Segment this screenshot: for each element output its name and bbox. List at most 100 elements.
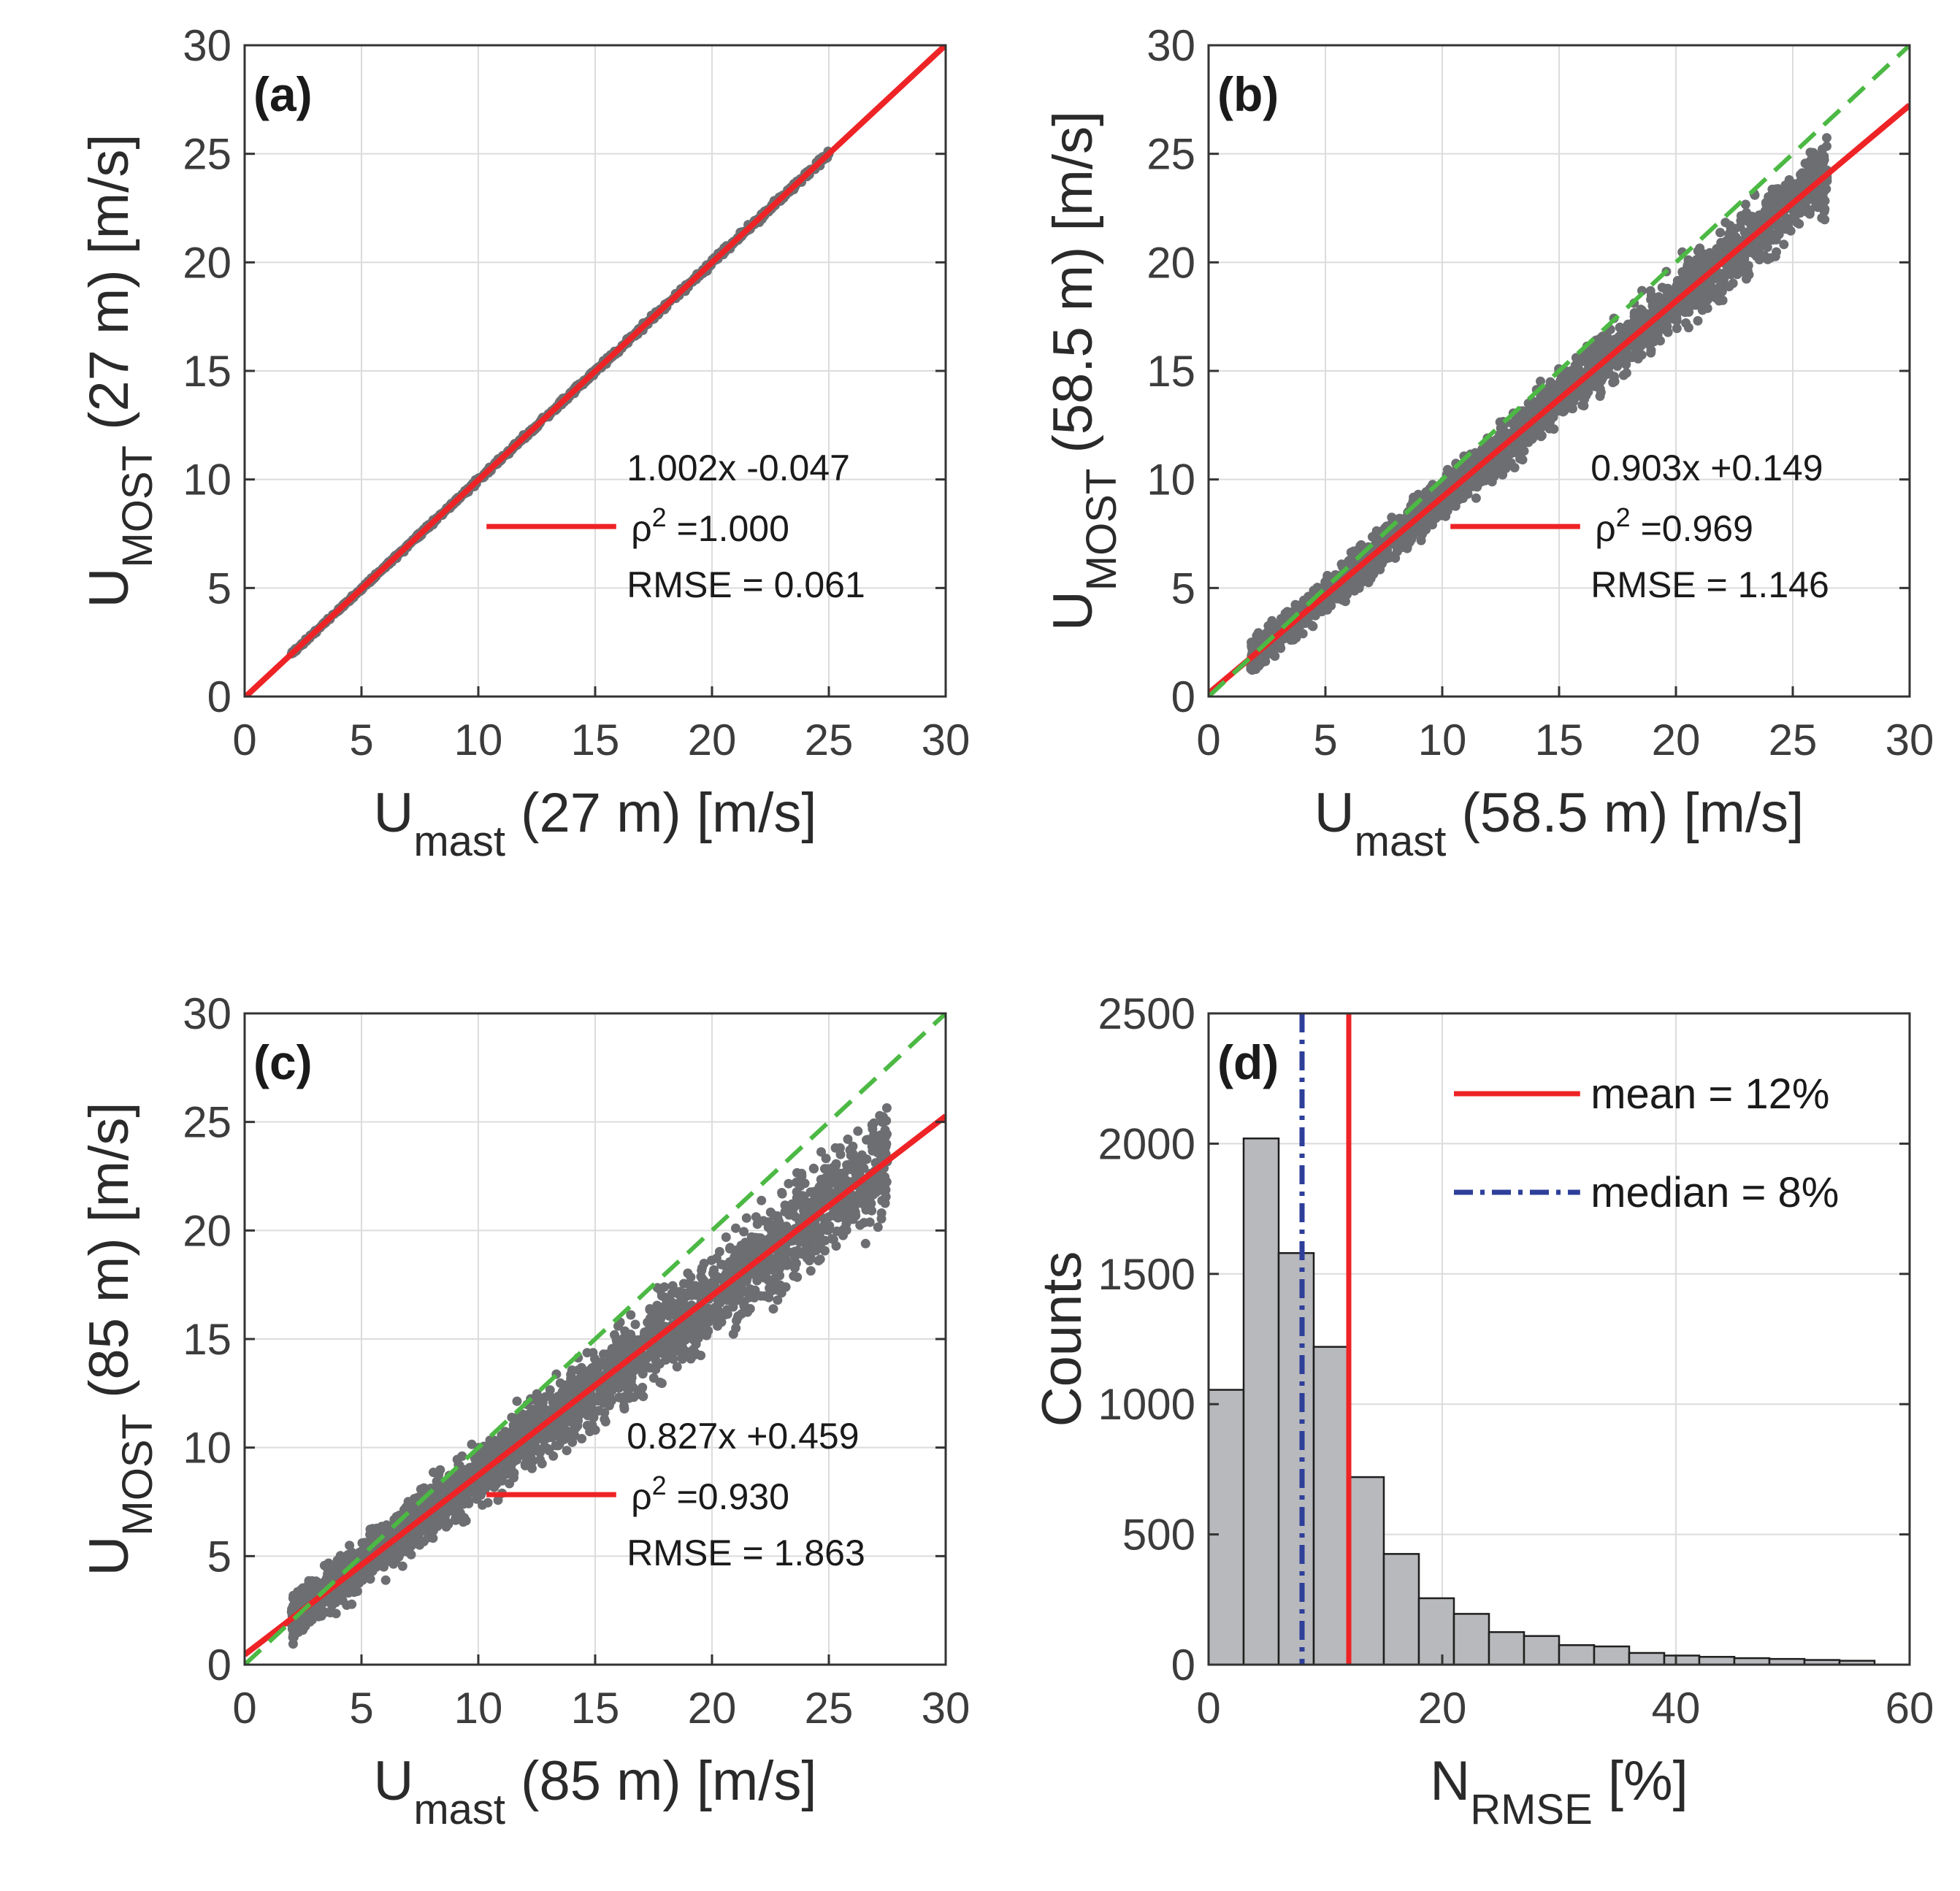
panel-b-point xyxy=(1542,417,1552,427)
panel-b-point xyxy=(1456,491,1466,501)
panel-b-point xyxy=(1528,429,1538,439)
panel-b-point xyxy=(1794,219,1804,229)
panel-a-xtick-label-3: 15 xyxy=(571,716,620,764)
panel-b-point xyxy=(1469,450,1479,461)
panel-b-point xyxy=(1322,573,1333,583)
panel-b-point xyxy=(1449,491,1459,501)
panel-b-ytick-label-2: 10 xyxy=(1146,456,1195,505)
panel-a-ytick-label-1: 5 xyxy=(207,564,231,613)
panel-b-xlabel: Umast (58.5 m) [m/s] xyxy=(1314,782,1804,865)
panel-b-point xyxy=(1740,199,1750,210)
panel-b-point xyxy=(1395,517,1405,527)
panel-b-point xyxy=(1420,490,1430,500)
panel-b-point xyxy=(1403,538,1413,548)
panel-b-ylabel: UMOST (58.5 m) [m/s] xyxy=(1042,111,1125,631)
panel-a-legend: 1.002x -0.047 ρ2 =1.000 RMSE = 0.061 xyxy=(486,448,865,605)
panel-b-point xyxy=(1742,207,1752,218)
panel-a-fit-line xyxy=(245,45,946,697)
panel-c-point xyxy=(672,1362,682,1372)
panel-b-point xyxy=(1766,229,1777,239)
panel-b-point xyxy=(1636,350,1647,360)
panel-b-point xyxy=(1779,239,1789,250)
panel-b-point xyxy=(1591,335,1601,345)
panel-b-point xyxy=(1693,246,1703,256)
panel-b-point xyxy=(1646,327,1656,337)
panel-b-point xyxy=(1554,378,1564,388)
panel-c-point xyxy=(815,1254,825,1265)
panel-b-point xyxy=(1346,583,1355,592)
panel-b-point xyxy=(1602,338,1612,348)
panel-b-point xyxy=(1471,493,1481,503)
panel-b-xtick-label-1: 5 xyxy=(1313,716,1337,764)
panel-b-point xyxy=(1621,368,1631,378)
panel-b-xtick-label-3: 15 xyxy=(1535,716,1584,764)
panel-b-point xyxy=(1617,329,1627,340)
panel-a-legend-rmse: RMSE = 0.061 xyxy=(627,564,865,605)
panel-b-point xyxy=(1372,556,1382,567)
panel-b-legend-rmse: RMSE = 1.146 xyxy=(1590,564,1829,605)
panel-b-data xyxy=(1209,45,1910,697)
panel-b-point xyxy=(1269,623,1279,633)
panel-b-point xyxy=(1822,141,1831,151)
panel-b-point xyxy=(1716,276,1726,286)
panel-a-legend-rho: ρ2 =1.000 xyxy=(631,502,789,550)
panel-b-point xyxy=(1348,553,1358,562)
panel-c-point xyxy=(655,1377,665,1387)
panel-c-point xyxy=(860,1238,870,1248)
panel-b-point xyxy=(1595,391,1605,402)
panel-b-point xyxy=(1686,296,1696,307)
panel-b-point xyxy=(1735,222,1745,232)
panel-b-legend-equation: 0.903x +0.149 xyxy=(1590,448,1823,488)
panel-b-point xyxy=(1421,524,1431,534)
panel-c-point xyxy=(527,1463,537,1473)
panel-b-point xyxy=(1718,295,1728,305)
panel-b-point xyxy=(1569,373,1579,383)
panel-b-point xyxy=(1772,247,1781,257)
panel-b-point xyxy=(1680,266,1691,277)
panel-b-point xyxy=(1759,238,1769,248)
panel-b-point xyxy=(1715,228,1726,237)
panel-b-point xyxy=(1797,176,1807,186)
panel-b-point xyxy=(1717,286,1727,296)
panel-b-point xyxy=(1449,474,1459,484)
panel-b-xtick-label-5: 25 xyxy=(1769,716,1818,764)
panel-b-point xyxy=(1683,255,1693,265)
panel-b-point xyxy=(1371,526,1382,536)
panel-b-ytick-label-4: 20 xyxy=(1146,238,1195,287)
panel-b-point xyxy=(1638,337,1648,347)
panel-a-ytick-label-3: 15 xyxy=(183,347,231,396)
panel-b-point xyxy=(1623,353,1633,363)
panel-b-point xyxy=(1667,312,1677,323)
panel-b-point xyxy=(1634,316,1644,326)
panel-b-point xyxy=(1307,621,1317,631)
panel-b-point xyxy=(1761,209,1771,219)
panel-b-plot-area xyxy=(1209,45,1910,697)
panel-b-point xyxy=(1356,540,1366,550)
panel-b-ytick-label-6: 30 xyxy=(1146,21,1195,70)
panel-b-identity-line xyxy=(1209,45,1910,697)
panel-b-point xyxy=(1726,269,1736,280)
panel-a-ylabel: UMOST (27 m) [m/s] xyxy=(78,134,161,608)
panel-b-point xyxy=(1818,188,1829,198)
panel-b-point xyxy=(1274,639,1283,649)
panel-a-xtick-label-5: 25 xyxy=(805,716,854,764)
panel-b-point xyxy=(1467,477,1477,487)
panel-a-xtick-label-2: 10 xyxy=(454,716,503,764)
panel-b-point xyxy=(1416,535,1426,545)
panel-b-ytick-label-5: 25 xyxy=(1146,130,1195,179)
panel-b-point xyxy=(1299,595,1309,605)
panel-b-point xyxy=(1651,300,1661,310)
panel-b-xtick-label-4: 20 xyxy=(1652,716,1701,764)
panel-b-point xyxy=(1707,258,1717,268)
panel-b-point xyxy=(1590,381,1600,391)
panel-c-point xyxy=(830,1143,841,1153)
panel-b-point xyxy=(1579,401,1589,411)
panel-c-point xyxy=(626,1310,636,1320)
panel-c-point xyxy=(805,1266,816,1276)
panel-c-point xyxy=(718,1259,727,1270)
